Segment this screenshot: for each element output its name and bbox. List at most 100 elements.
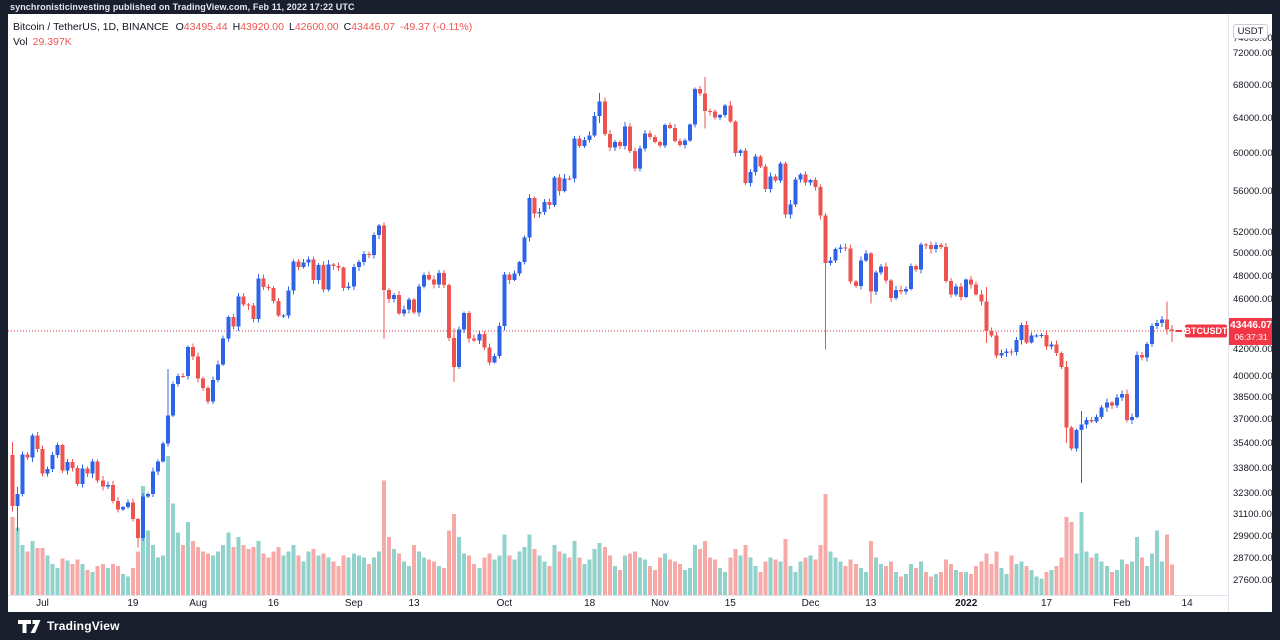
volume-bar: [356, 555, 361, 595]
candle-body: [683, 140, 688, 146]
volume-bar: [1004, 574, 1009, 595]
volume-bar: [1144, 565, 1149, 595]
candle-wick: [569, 175, 571, 181]
time-tick: Aug: [189, 598, 208, 609]
candle-body: [582, 139, 587, 146]
volume-bar: [196, 547, 201, 595]
volume-bar: [1084, 551, 1089, 595]
volume-bar: [65, 560, 70, 595]
candle-body: [903, 288, 908, 292]
volume-bar: [979, 561, 984, 595]
volume-bar: [150, 545, 155, 595]
volume-bar: [35, 548, 40, 595]
candle-body: [301, 262, 306, 267]
candle-body: [331, 264, 336, 267]
candle-body: [1099, 407, 1104, 418]
volume-bar: [1034, 576, 1039, 595]
candle-body: [25, 454, 30, 458]
high-value: H43920.00: [232, 21, 284, 33]
time-tick: Nov: [651, 598, 669, 609]
candle-body: [346, 286, 351, 289]
volume-bar: [1064, 517, 1069, 595]
symbol-title[interactable]: Bitcoin / TetherUS, 1D, BINANCE: [13, 21, 169, 33]
volume-bar: [171, 503, 176, 595]
candle-body: [427, 274, 432, 280]
volume-bar: [422, 557, 427, 595]
volume-bar: [155, 557, 160, 595]
volume-bar: [1024, 565, 1029, 595]
candle-body: [281, 315, 286, 317]
open-value: O43495.44: [175, 21, 228, 33]
candle-body: [1109, 402, 1114, 406]
currency-toggle-button[interactable]: USDT: [1233, 24, 1268, 39]
candle-body: [166, 415, 171, 444]
volume-bar: [406, 565, 411, 595]
legend-volume-row[interactable]: Vol 29.397K: [13, 35, 472, 50]
candle-body: [1104, 402, 1109, 408]
volume-bar: [632, 551, 637, 595]
candle-body: [1129, 416, 1134, 420]
candle-body: [738, 150, 743, 154]
candle-wick: [825, 213, 827, 350]
volume-bar: [135, 551, 140, 595]
volume-bar: [457, 536, 462, 595]
candle-wick: [333, 262, 335, 270]
volume-bar: [346, 557, 351, 595]
candle-body: [55, 445, 60, 455]
time-scale[interactable]: Jul 19 Aug 16 Sep 13 Oct 18 Nov 15 Dec 13 2022 17 Feb 1…: [0, 595, 1272, 612]
candle-body: [231, 316, 236, 327]
time-tick: Feb: [1113, 598, 1131, 609]
tradingview-logo-link[interactable]: TradingView: [18, 619, 120, 633]
candle-body: [306, 259, 311, 263]
candle-body: [562, 178, 567, 192]
candle-body: [286, 290, 291, 316]
candle-body: [145, 493, 150, 497]
volume-bar: [723, 572, 728, 595]
candle-body: [100, 480, 105, 487]
time-tick: 15: [724, 598, 736, 609]
volume-bar: [718, 567, 723, 595]
candle-body: [30, 435, 35, 458]
candle-body: [1149, 326, 1154, 345]
candle-body: [838, 247, 843, 250]
price-scale[interactable]: USDT 74000.0072000.0068000.0064000.00600…: [1228, 14, 1273, 612]
candle-body: [206, 388, 211, 402]
candle-body: [1074, 429, 1079, 449]
candle-body: [893, 289, 898, 299]
volume-bar: [427, 559, 432, 595]
candle-body: [1019, 325, 1024, 341]
candle-body: [592, 115, 597, 136]
candle-body: [929, 244, 934, 250]
candle-body: [597, 101, 602, 116]
volume-bar: [286, 551, 291, 595]
volume-bar: [934, 574, 939, 595]
volume-bar: [10, 517, 15, 595]
bar-countdown: 06:37:31: [1234, 332, 1268, 342]
volume-bar: [969, 574, 974, 595]
candle-wick: [925, 242, 927, 250]
candle-body: [65, 462, 70, 471]
candle-body: [808, 180, 813, 183]
volume-bar: [728, 557, 733, 595]
candle-body: [964, 279, 969, 298]
symbol-flag-text: BTCUSDT: [1185, 326, 1228, 336]
volume-bar: [1079, 511, 1084, 595]
chart-pane[interactable]: BTCUSDT: [8, 14, 1228, 595]
volume-bar: [502, 534, 507, 595]
candle-body: [898, 289, 903, 292]
candle-body: [457, 329, 462, 367]
volume-bar: [487, 553, 492, 595]
candle-body: [135, 519, 140, 539]
left-frame-strip: [0, 14, 8, 612]
candle-body: [110, 484, 115, 501]
candle-body: [216, 364, 221, 381]
candle-body: [130, 502, 135, 520]
volume-bar: [984, 553, 989, 595]
volume-bar: [186, 522, 191, 595]
candle-wick: [1166, 301, 1168, 335]
candle-body: [1089, 419, 1094, 422]
volume-bar: [713, 559, 718, 595]
legend-symbol-row[interactable]: Bitcoin / TetherUS, 1D, BINANCE O43495.44…: [13, 20, 472, 35]
candle-body: [612, 142, 617, 148]
candle-body: [783, 163, 788, 215]
